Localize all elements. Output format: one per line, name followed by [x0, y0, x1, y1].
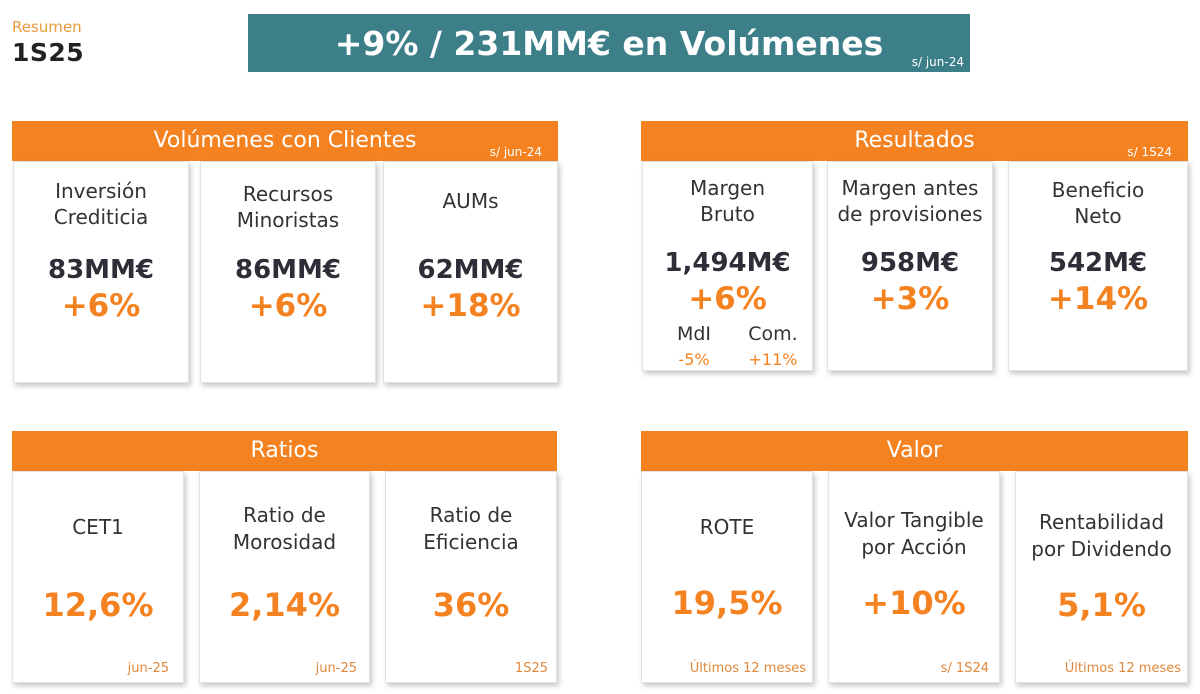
resultados-header: Resultados s/ 1S24 — [641, 121, 1188, 161]
card-label-line2: Bruto — [700, 202, 755, 226]
card-label-line2: Neto — [1074, 204, 1122, 228]
card-rote: ROTE 19,5% Últimos 12 meses — [641, 471, 813, 683]
headline-title: +9% / 231MM€ en Volúmenes — [334, 24, 884, 63]
card-change: +18% — [420, 288, 521, 324]
sub-label-mdi: MdI — [676, 323, 712, 345]
card-value: 19,5% — [671, 584, 783, 622]
card-amount: 83MM€ — [47, 255, 155, 285]
valor-header: Valor — [641, 431, 1188, 471]
card-label-line1: Margen — [689, 176, 766, 200]
card-footnote: Últimos 12 meses — [689, 661, 806, 676]
card-ratio-eficiencia: Ratio de Eficiencia 36% 1S25 — [385, 471, 557, 683]
card-label-line2: Morosidad — [232, 530, 337, 554]
resultados-title: Resultados — [854, 128, 975, 153]
card-ratio-morosidad: Ratio de Morosidad 2,14% jun-25 — [199, 471, 370, 683]
card-label-line2: por Acción — [861, 535, 967, 559]
card-value: 5,1% — [1057, 586, 1146, 624]
card-rentabilidad-dividendo: Rentabilidad por Dividendo 5,1% Últimos … — [1015, 471, 1188, 683]
headline-note: s/ jun-24 — [911, 55, 964, 69]
card-label-line1: Margen antes — [841, 176, 979, 200]
card-value: +10% — [862, 584, 966, 622]
card-label-line1: ROTE — [699, 515, 755, 539]
card-margen-bruto: Margen Bruto 1,494M€ +6% MdI -5% Com. +1… — [642, 161, 813, 371]
card-label-line1: CET1 — [72, 515, 124, 539]
card-label-line2: de provisiones — [837, 202, 983, 226]
volumenes-title: Volúmenes con Clientes — [153, 128, 417, 153]
card-label-line2: Crediticia — [53, 205, 149, 229]
card-change: +14% — [1047, 281, 1149, 317]
card-margen-antes-provisiones: Margen antes de provisiones 958M€ +3% — [827, 161, 993, 371]
card-amount: 1,494M€ — [664, 248, 791, 278]
ratios-title: Ratios — [250, 438, 319, 463]
card-amount: 62MM€ — [417, 255, 524, 285]
card-aums: AUMs 62MM€ +18% — [383, 161, 558, 383]
ratios-header: Ratios — [12, 431, 557, 471]
card-change: +6% — [248, 288, 328, 324]
sub-value-com: +11% — [748, 350, 798, 369]
sub-label-com: Com. — [748, 323, 798, 345]
volumenes-header: Volúmenes con Clientes s/ jun-24 — [12, 121, 558, 161]
card-label-line2: Minoristas — [236, 208, 340, 232]
card-amount: 542M€ — [1048, 248, 1148, 278]
card-footnote: 1S25 — [514, 661, 548, 676]
sub-value-mdi: -5% — [678, 350, 710, 369]
card-amount: 958M€ — [860, 248, 960, 278]
card-footnote: Últimos 12 meses — [1064, 661, 1181, 676]
resultados-note: s/ 1S24 — [1127, 145, 1172, 159]
card-recursos-minoristas: Recursos Minoristas 86MM€ +6% — [200, 161, 376, 383]
card-label-line1: AUMs — [442, 189, 499, 213]
card-label-line2: Eficiencia — [423, 530, 519, 554]
period-label: 1S25 — [12, 38, 85, 67]
card-label-line1: Beneficio — [1051, 178, 1145, 202]
card-value: 36% — [432, 586, 510, 624]
card-label-line1: Inversión — [55, 179, 147, 203]
card-change: +6% — [61, 288, 141, 324]
card-inversion-crediticia: Inversión Crediticia 83MM€ +6% — [13, 161, 189, 383]
card-cet1: CET1 12,6% jun-25 — [12, 471, 184, 683]
card-label-line1: Ratio de — [429, 503, 513, 527]
card-beneficio-neto: Beneficio Neto 542M€ +14% — [1008, 161, 1188, 371]
card-label-line1: Recursos — [242, 182, 334, 206]
card-amount: 86MM€ — [234, 255, 342, 285]
card-change: +6% — [688, 281, 767, 317]
card-change: +3% — [870, 281, 950, 317]
volumenes-note: s/ jun-24 — [489, 145, 542, 159]
card-footnote: s/ 1S24 — [940, 661, 989, 676]
card-label-line1: Rentabilidad — [1038, 510, 1165, 534]
headline-banner: +9% / 231MM€ en Volúmenes s/ jun-24 — [248, 14, 970, 72]
card-valor-tangible: Valor Tangible por Acción +10% s/ 1S24 — [828, 471, 1000, 683]
card-footnote: jun-25 — [127, 661, 169, 676]
summary-label: Resumen — [12, 18, 82, 36]
card-label-line1: Ratio de — [243, 503, 326, 527]
valor-title: Valor — [886, 438, 943, 463]
card-label-line2: por Dividendo — [1031, 537, 1172, 561]
card-value: 12,6% — [42, 586, 154, 624]
card-label-line1: Valor Tangible — [844, 508, 984, 532]
card-value: 2,14% — [228, 586, 340, 624]
card-footnote: jun-25 — [315, 661, 357, 676]
